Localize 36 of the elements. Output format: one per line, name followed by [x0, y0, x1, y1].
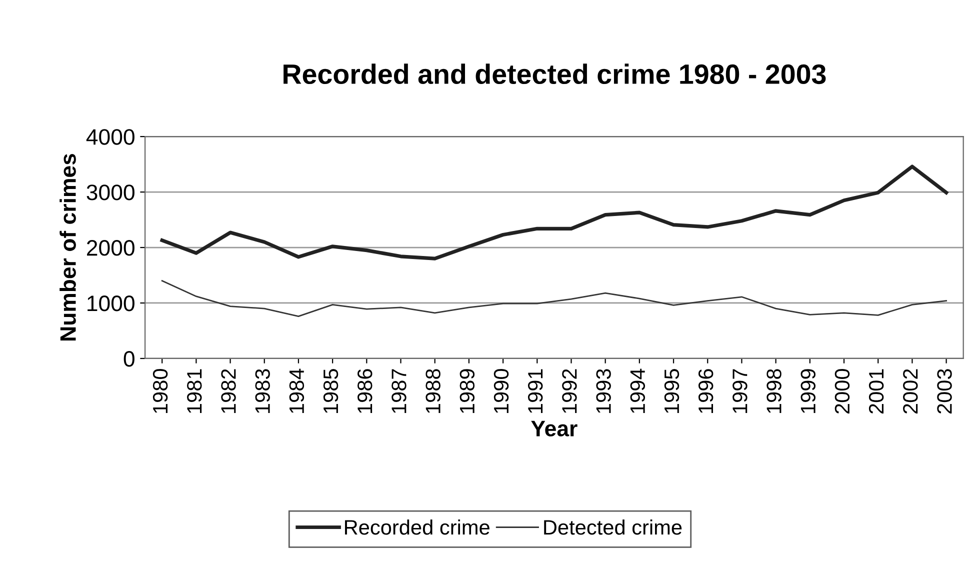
- legend-label: Detected crime: [544, 519, 682, 535]
- x-tick-label: 1987: [392, 369, 406, 413]
- x-tick-label: 1995: [664, 369, 680, 413]
- x-tick-label: 1988: [426, 369, 440, 413]
- x-axis-title: Year: [531, 420, 578, 436]
- x-tick-label: 2002: [903, 369, 918, 414]
- x-tick-label: 1984: [289, 368, 304, 413]
- x-tick-label: 2000: [834, 369, 850, 414]
- y-tick-label: 4000: [86, 129, 134, 145]
- x-tick-label: 2003: [937, 369, 952, 414]
- x-tick-label: 2001: [868, 369, 884, 414]
- x-tick-label: 1996: [698, 369, 714, 413]
- x-tick-label: 1993: [596, 369, 611, 413]
- y-tick-label: 2000: [87, 240, 134, 256]
- x-tick-label: 1982: [221, 369, 236, 413]
- y-tick-label: 3000: [86, 184, 134, 200]
- x-tick-label: 1981: [187, 369, 202, 413]
- x-tick-label: 1991: [528, 369, 543, 413]
- y-tick-label: 0: [124, 351, 134, 367]
- y-tick-label: 1000: [88, 296, 134, 312]
- x-tick-label: 1980: [152, 369, 168, 413]
- x-tick-label: 1985: [323, 369, 338, 413]
- x-tick-label: 1989: [460, 369, 475, 413]
- line-series: [161, 280, 947, 317]
- x-tick-label: 1983: [255, 369, 270, 413]
- y-axis-title: Number of crimes: [60, 154, 76, 340]
- x-tick-label: 1997: [732, 369, 748, 413]
- x-tick-label: 1992: [562, 369, 577, 413]
- x-tick-label: 1986: [358, 369, 372, 413]
- x-tick-label: 1998: [766, 369, 782, 413]
- legend-label: Recorded crime: [345, 519, 490, 535]
- x-tick-label: 1999: [800, 369, 816, 413]
- chart-title: Recorded and detected crime 1980 - 2003: [284, 64, 826, 84]
- line-series: [160, 164, 948, 260]
- x-tick-label: 1990: [494, 369, 509, 413]
- x-tick-label: 1994: [630, 368, 646, 413]
